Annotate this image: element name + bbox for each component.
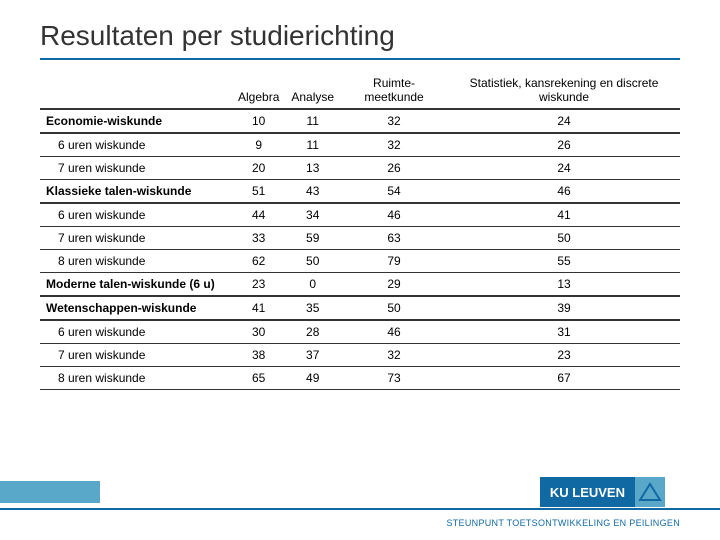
cell: 31 bbox=[448, 320, 680, 344]
row-label: Economie-wiskunde bbox=[40, 109, 232, 133]
row-label: Wetenschappen-wiskunde bbox=[40, 296, 232, 320]
cell: 49 bbox=[285, 367, 340, 390]
cell: 51 bbox=[232, 180, 285, 204]
cell: 46 bbox=[448, 180, 680, 204]
footer-text: STEUNPUNT TOETSONTWIKKELING EN PEILINGEN bbox=[446, 518, 680, 528]
row-label: 6 uren wiskunde bbox=[40, 320, 232, 344]
col-header-ruimte: Ruimte-meetkunde bbox=[340, 72, 448, 109]
cell: 41 bbox=[232, 296, 285, 320]
title-underline bbox=[40, 58, 680, 60]
cell: 0 bbox=[285, 273, 340, 297]
table-row: Economie-wiskunde10113224 bbox=[40, 109, 680, 133]
cell: 26 bbox=[448, 133, 680, 157]
cell: 20 bbox=[232, 157, 285, 180]
results-table: Algebra Analyse Ruimte-meetkunde Statist… bbox=[40, 72, 680, 390]
logo-text: KU LEUVEN bbox=[540, 477, 635, 507]
table-row: 8 uren wiskunde62507955 bbox=[40, 250, 680, 273]
cell: 50 bbox=[448, 227, 680, 250]
accent-bar bbox=[0, 481, 100, 503]
cell: 38 bbox=[232, 344, 285, 367]
cell: 10 bbox=[232, 109, 285, 133]
cell: 30 bbox=[232, 320, 285, 344]
cell: 65 bbox=[232, 367, 285, 390]
cell: 23 bbox=[232, 273, 285, 297]
cell: 59 bbox=[285, 227, 340, 250]
cell: 46 bbox=[340, 320, 448, 344]
cell: 23 bbox=[448, 344, 680, 367]
cell: 34 bbox=[285, 203, 340, 227]
cell: 32 bbox=[340, 133, 448, 157]
page-title: Resultaten per studierichting bbox=[40, 20, 680, 52]
row-label: 8 uren wiskunde bbox=[40, 367, 232, 390]
cell: 33 bbox=[232, 227, 285, 250]
cell: 32 bbox=[340, 344, 448, 367]
col-header-stat: Statistiek, kansrekening en discrete wis… bbox=[448, 72, 680, 109]
table-row: Moderne talen-wiskunde (6 u)2302913 bbox=[40, 273, 680, 297]
cell: 50 bbox=[340, 296, 448, 320]
table-row: 6 uren wiskunde9113226 bbox=[40, 133, 680, 157]
table-row: Wetenschappen-wiskunde41355039 bbox=[40, 296, 680, 320]
cell: 62 bbox=[232, 250, 285, 273]
row-label: Moderne talen-wiskunde (6 u) bbox=[40, 273, 232, 297]
row-label: 7 uren wiskunde bbox=[40, 157, 232, 180]
table-header-row: Algebra Analyse Ruimte-meetkunde Statist… bbox=[40, 72, 680, 109]
cell: 41 bbox=[448, 203, 680, 227]
cell: 13 bbox=[448, 273, 680, 297]
cell: 11 bbox=[285, 109, 340, 133]
row-label: 8 uren wiskunde bbox=[40, 250, 232, 273]
table-row: 7 uren wiskunde20132624 bbox=[40, 157, 680, 180]
cell: 55 bbox=[448, 250, 680, 273]
cell: 35 bbox=[285, 296, 340, 320]
table-row: 8 uren wiskunde65497367 bbox=[40, 367, 680, 390]
cell: 54 bbox=[340, 180, 448, 204]
slide: Resultaten per studierichting Algebra An… bbox=[0, 0, 720, 540]
cell: 43 bbox=[285, 180, 340, 204]
cell: 50 bbox=[285, 250, 340, 273]
cell: 26 bbox=[340, 157, 448, 180]
col-header-analyse: Analyse bbox=[285, 72, 340, 109]
cell: 46 bbox=[340, 203, 448, 227]
row-label: Klassieke talen-wiskunde bbox=[40, 180, 232, 204]
cell: 73 bbox=[340, 367, 448, 390]
cell: 9 bbox=[232, 133, 285, 157]
cell: 24 bbox=[448, 109, 680, 133]
cell: 79 bbox=[340, 250, 448, 273]
cell: 39 bbox=[448, 296, 680, 320]
logo-icon bbox=[635, 477, 665, 507]
row-label: 7 uren wiskunde bbox=[40, 227, 232, 250]
table-row: 7 uren wiskunde38373223 bbox=[40, 344, 680, 367]
cell: 29 bbox=[340, 273, 448, 297]
table-row: 6 uren wiskunde44344641 bbox=[40, 203, 680, 227]
col-header-algebra: Algebra bbox=[232, 72, 285, 109]
cell: 24 bbox=[448, 157, 680, 180]
cell: 44 bbox=[232, 203, 285, 227]
cell: 63 bbox=[340, 227, 448, 250]
row-label: 6 uren wiskunde bbox=[40, 133, 232, 157]
logo: KU LEUVEN bbox=[540, 477, 665, 507]
col-header-blank bbox=[40, 72, 232, 109]
cell: 32 bbox=[340, 109, 448, 133]
cell: 28 bbox=[285, 320, 340, 344]
table-row: Klassieke talen-wiskunde51435446 bbox=[40, 180, 680, 204]
row-label: 6 uren wiskunde bbox=[40, 203, 232, 227]
footer-line bbox=[0, 508, 720, 510]
table-row: 6 uren wiskunde30284631 bbox=[40, 320, 680, 344]
row-label: 7 uren wiskunde bbox=[40, 344, 232, 367]
cell: 37 bbox=[285, 344, 340, 367]
cell: 67 bbox=[448, 367, 680, 390]
cell: 13 bbox=[285, 157, 340, 180]
table-row: 7 uren wiskunde33596350 bbox=[40, 227, 680, 250]
cell: 11 bbox=[285, 133, 340, 157]
